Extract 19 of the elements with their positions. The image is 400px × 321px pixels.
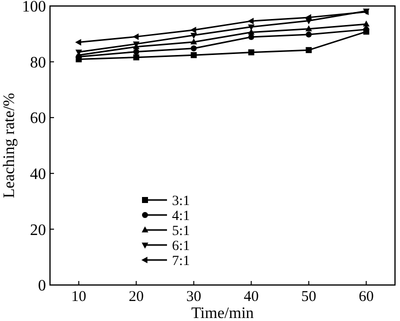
x-tick-label: 40 (244, 289, 259, 305)
y-tick-label: 60 (30, 110, 46, 128)
legend-label: 7:1 (172, 254, 190, 269)
y-tick-label: 20 (30, 222, 46, 239)
x-tick-label: 60 (358, 289, 374, 305)
x-tick-label: 50 (301, 289, 316, 305)
x-tick-label: 10 (71, 289, 86, 305)
y-tick-label: 40 (30, 166, 46, 183)
y-tick-label: 0 (38, 278, 46, 295)
legend-label: 3:1 (172, 194, 190, 209)
x-tick-label: 30 (186, 289, 202, 305)
legend-label: 4:1 (172, 208, 190, 224)
x-axis-title: Time/min (191, 305, 254, 321)
legend-label: 6:1 (172, 238, 190, 254)
y-tick-label: 80 (30, 54, 46, 72)
x-tick-label: 20 (128, 289, 144, 305)
y-tick-label: 100 (22, 0, 46, 16)
y-axis-title: Leaching rate/% (1, 92, 18, 198)
legend-label: 5:1 (172, 224, 190, 239)
